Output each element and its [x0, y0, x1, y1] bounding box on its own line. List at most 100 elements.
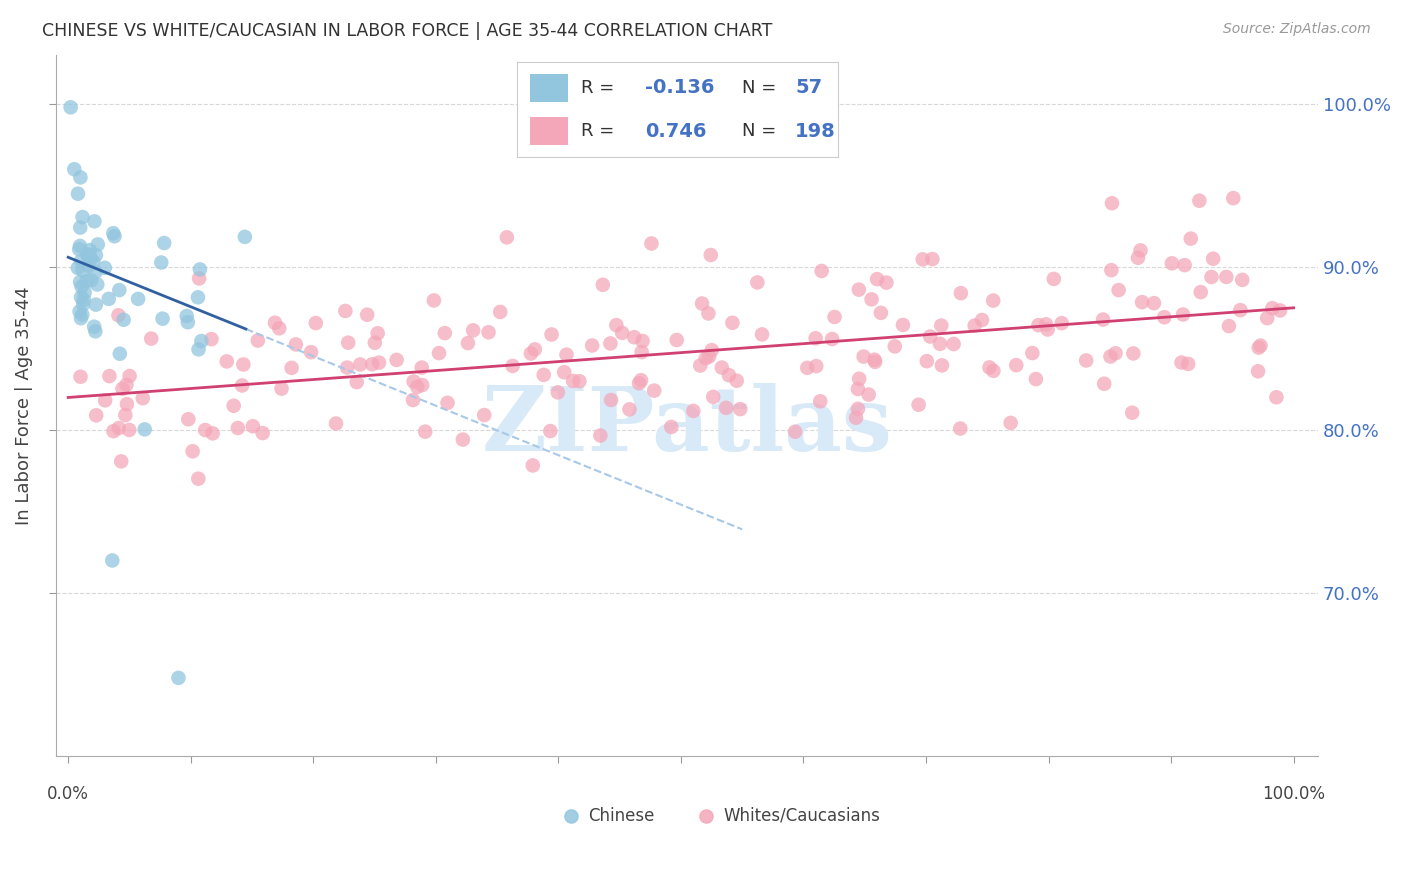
- Point: [721, 316, 744, 330]
- Point: [1129, 244, 1152, 258]
- Point: [77, 247, 100, 261]
- Point: [98, 369, 121, 384]
- Text: CHINESE VS WHITE/CAUCASIAN IN LABOR FORCE | AGE 35-44 CORRELATION CHART: CHINESE VS WHITE/CAUCASIAN IN LABOR FORC…: [42, 22, 772, 40]
- Point: [69, 170, 91, 185]
- Point: [689, 359, 711, 373]
- Point: [194, 423, 217, 437]
- Point: [553, 365, 575, 379]
- Point: [110, 454, 132, 468]
- Point: [875, 276, 897, 290]
- Point: [1256, 311, 1278, 326]
- Point: [70, 290, 93, 304]
- Point: [336, 360, 359, 375]
- Point: [1035, 318, 1057, 332]
- Point: [533, 368, 555, 382]
- Point: [1188, 194, 1211, 208]
- Point: [1043, 272, 1066, 286]
- Point: [1250, 338, 1272, 352]
- Point: [411, 378, 433, 392]
- Point: [848, 283, 870, 297]
- Point: [1036, 322, 1059, 336]
- Point: [141, 332, 163, 346]
- Point: [82, 254, 104, 268]
- Point: [592, 277, 614, 292]
- Point: [911, 252, 934, 267]
- Point: [335, 304, 357, 318]
- Point: [222, 399, 245, 413]
- Point: [233, 230, 256, 244]
- Point: [66, 186, 89, 201]
- Point: [69, 239, 91, 253]
- Point: [406, 380, 429, 394]
- Point: [1108, 283, 1130, 297]
- Point: [107, 308, 129, 322]
- Point: [806, 359, 828, 373]
- Point: [489, 305, 512, 319]
- Point: [538, 424, 561, 438]
- Point: [970, 313, 993, 327]
- Point: [411, 360, 433, 375]
- Point: [920, 329, 942, 343]
- Point: [70, 311, 93, 326]
- Point: [866, 272, 889, 286]
- Point: [600, 392, 623, 407]
- Text: Whites/Caucasians: Whites/Caucasians: [724, 806, 880, 825]
- Point: [628, 376, 651, 391]
- Point: [1247, 364, 1270, 378]
- Point: [702, 390, 724, 404]
- Point: [1261, 301, 1284, 315]
- Point: [630, 373, 652, 387]
- Point: [427, 346, 450, 360]
- Point: [75, 274, 97, 288]
- Text: Chinese: Chinese: [589, 806, 655, 825]
- Point: [103, 226, 125, 240]
- Point: [69, 220, 91, 235]
- Point: [226, 421, 249, 435]
- Point: [863, 352, 886, 367]
- Point: [1171, 308, 1194, 322]
- Point: [1104, 346, 1126, 360]
- Point: [232, 358, 254, 372]
- Text: 0.0%: 0.0%: [48, 786, 89, 804]
- Point: [1028, 318, 1050, 333]
- Point: [1025, 372, 1047, 386]
- Point: [821, 332, 844, 346]
- Point: [860, 293, 883, 307]
- Point: [349, 358, 371, 372]
- Point: [1099, 350, 1122, 364]
- Point: [108, 283, 131, 297]
- Point: [152, 311, 174, 326]
- Point: [337, 335, 360, 350]
- Point: [423, 293, 446, 308]
- Point: [114, 408, 136, 422]
- Point: [568, 374, 591, 388]
- Point: [665, 333, 688, 347]
- Point: [118, 423, 141, 437]
- Point: [1202, 252, 1225, 266]
- Point: [747, 276, 769, 290]
- Point: [188, 262, 211, 277]
- Point: [132, 391, 155, 405]
- Point: [112, 312, 135, 326]
- Point: [547, 385, 569, 400]
- Point: [252, 426, 274, 441]
- Point: [80, 252, 103, 266]
- Text: Source: ZipAtlas.com: Source: ZipAtlas.com: [1223, 22, 1371, 37]
- Point: [883, 339, 905, 353]
- Point: [83, 214, 105, 228]
- Point: [67, 242, 90, 256]
- Point: [70, 279, 93, 293]
- Point: [1122, 346, 1144, 360]
- Point: [623, 330, 645, 344]
- Point: [963, 318, 986, 333]
- Point: [84, 298, 107, 312]
- Point: [242, 419, 264, 434]
- Point: [643, 384, 665, 398]
- Point: [84, 324, 107, 338]
- Point: [73, 285, 96, 300]
- Point: [177, 412, 200, 426]
- Point: [540, 327, 562, 342]
- Point: [810, 264, 832, 278]
- Point: [76, 248, 98, 262]
- Point: [176, 309, 198, 323]
